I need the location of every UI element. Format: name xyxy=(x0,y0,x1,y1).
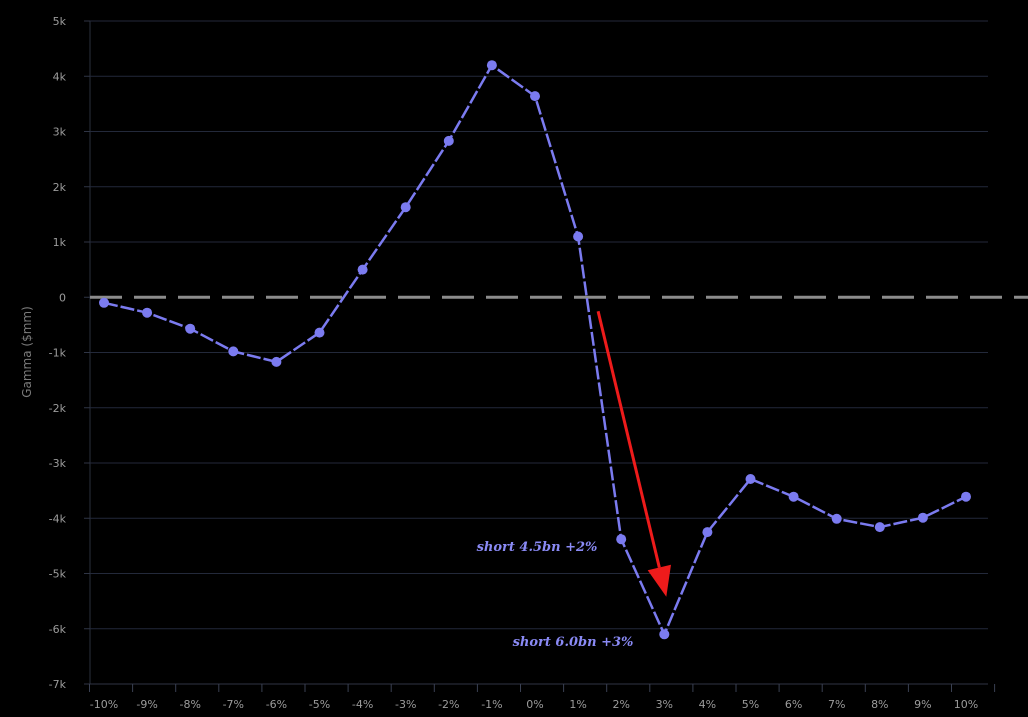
x-tick-label: 6% xyxy=(785,698,802,711)
x-tick-label: 7% xyxy=(828,698,845,711)
data-point xyxy=(400,202,411,213)
y-tick-label: -4k xyxy=(49,512,67,525)
data-point xyxy=(142,307,153,318)
data-point xyxy=(530,91,540,102)
data-point xyxy=(831,513,842,524)
series-layer xyxy=(99,60,971,640)
y-tick-label: 4k xyxy=(53,70,67,83)
y-tick-labels: -7k -6k -5k -4k -3k -2k -1k 0 1k 2k 3k 4k 5k xyxy=(49,15,67,691)
y-tick-label: -2k xyxy=(49,402,67,415)
x-tick-label: -5% xyxy=(309,698,330,711)
data-point xyxy=(874,522,885,533)
x-tick-label: -9% xyxy=(136,698,157,711)
data-point xyxy=(357,264,368,275)
x-tick-label: 8% xyxy=(871,698,888,711)
data-point xyxy=(659,629,670,640)
data-point xyxy=(99,297,109,308)
x-tick-label: 3% xyxy=(656,698,673,711)
y-tick-label: 0 xyxy=(59,291,66,304)
data-point xyxy=(788,491,799,502)
x-tick-label: 9% xyxy=(914,698,931,711)
annotation-label: short 4.5bn +2% xyxy=(477,540,598,555)
data-point xyxy=(702,527,713,538)
data-point xyxy=(185,323,196,334)
y-tick-label: -1k xyxy=(49,347,67,360)
y-tick-label: -3k xyxy=(49,457,67,470)
x-tick-label: -1% xyxy=(481,698,502,711)
y-tick-label: 1k xyxy=(53,236,67,249)
y-tick-label: 2k xyxy=(53,181,67,194)
data-point xyxy=(616,534,627,545)
data-point xyxy=(486,60,497,71)
x-tick-label: -2% xyxy=(438,698,459,711)
x-tick-label: 1% xyxy=(569,698,586,711)
x-tick-label: 0% xyxy=(526,698,543,711)
x-tick-labels: -10% -9% -8% -7% -6% -5% -4% -3% -2% -1% 0% 1% 2% 3% 4… xyxy=(90,698,978,711)
grid-layer xyxy=(84,20,996,692)
data-point xyxy=(314,327,325,338)
x-tick-label: -7% xyxy=(223,698,244,711)
x-tick-label: -8% xyxy=(179,698,200,711)
arrow-head xyxy=(647,564,671,597)
y-tick-label: 3k xyxy=(53,126,67,139)
x-tick-label: -4% xyxy=(352,698,373,711)
data-point xyxy=(573,231,584,242)
x-tick-label: 5% xyxy=(742,698,759,711)
y-axis-title: Gamma ($mm) xyxy=(20,306,34,398)
annotation-label: short 6.0bn +3% xyxy=(513,635,634,650)
y-tick-label: -5k xyxy=(49,568,67,581)
data-point xyxy=(961,491,971,502)
data-point xyxy=(745,474,756,484)
x-tick-label: -10% xyxy=(90,698,118,711)
y-tick-label: -7k xyxy=(49,678,67,691)
x-tick-label: 10% xyxy=(954,698,978,711)
x-tick-label: 4% xyxy=(699,698,716,711)
x-tick-label: 2% xyxy=(612,698,629,711)
annotation-layer: short 4.5bn +2% short 6.0bn +3% xyxy=(477,540,634,650)
data-point xyxy=(443,135,454,146)
data-point xyxy=(271,356,282,367)
x-tick-label: -3% xyxy=(395,698,416,711)
arrow-shaft xyxy=(596,310,661,568)
data-point xyxy=(228,346,239,357)
arrow-layer xyxy=(596,310,671,597)
y-tick-label: 5k xyxy=(53,15,67,28)
y-tick-label: -6k xyxy=(49,623,67,636)
data-point xyxy=(917,512,928,523)
x-tick-label: -6% xyxy=(266,698,287,711)
